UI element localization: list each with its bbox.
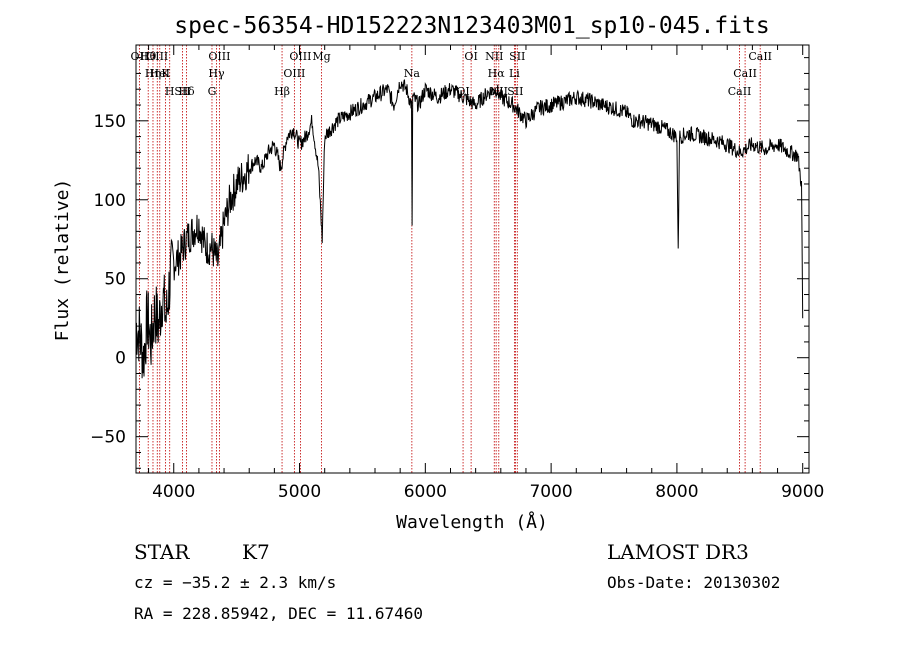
x-tick-label: 6000 bbox=[404, 482, 447, 502]
object-class: STAR bbox=[134, 540, 190, 564]
spectral-line-label: H bbox=[165, 85, 175, 98]
spectral-line-label: OIII bbox=[146, 50, 168, 63]
ra-dec-coordinates: RA = 228.85942, DEC = 11.67460 bbox=[134, 604, 423, 623]
y-tick-label: 100 bbox=[94, 191, 126, 211]
y-axis-label: Flux (relative) bbox=[52, 179, 73, 342]
y-tick-label: 50 bbox=[104, 270, 126, 290]
x-tick-label: 8000 bbox=[655, 482, 698, 502]
x-tick-label: 7000 bbox=[529, 482, 572, 502]
spectral-line-label: OIII bbox=[208, 50, 230, 63]
x-tick-label: 5000 bbox=[278, 482, 321, 502]
x-tick-label: 4000 bbox=[152, 482, 195, 502]
spectral-line-label: CaII bbox=[733, 67, 757, 80]
spectrum-flux-line bbox=[135, 79, 804, 379]
spectral-line-label: Hα bbox=[488, 67, 506, 80]
spectral-line-label: Li bbox=[509, 67, 520, 80]
spectral-line-label: HeI bbox=[150, 67, 170, 80]
observation-date: Obs-Date: 20130302 bbox=[607, 573, 780, 592]
spectral-line-label: Hθ bbox=[140, 50, 157, 63]
survey-name: LAMOST DR3 bbox=[607, 540, 749, 564]
spectral-lines-group bbox=[138, 45, 761, 473]
y-tick-label: 150 bbox=[94, 112, 126, 132]
spectral-line-label: OI bbox=[464, 50, 477, 63]
y-axis-ticks: −50 0 50 100 150 bbox=[90, 57, 809, 469]
spectral-line-label: Hη bbox=[145, 67, 161, 80]
x-tick-label: 9000 bbox=[781, 482, 824, 502]
x-axis-ticks: 4000 5000 6000 7000 8000 9000 bbox=[148, 45, 824, 502]
spectral-line-label: NII bbox=[485, 50, 503, 63]
spectral-line-label: CaII bbox=[728, 85, 752, 98]
spectrum-series-group bbox=[135, 79, 804, 379]
object-subclass: K7 bbox=[242, 540, 270, 564]
x-axis-label: Wavelength (Å) bbox=[396, 511, 548, 533]
spectral-line-label: CaII bbox=[748, 50, 772, 63]
spectral-line-label: OIII bbox=[289, 50, 311, 63]
spectral-line-label: OIII bbox=[283, 67, 305, 80]
spectral-line-label: Hγ bbox=[208, 67, 225, 80]
y-tick-label: 0 bbox=[115, 349, 126, 369]
redshift-cz: cz = −35.2 ± 2.3 km/s bbox=[134, 573, 336, 592]
spectral-line-label: Hβ bbox=[274, 85, 290, 98]
chart-title: spec-56354-HD152223N123403M01_sp10-045.f… bbox=[174, 13, 769, 39]
spectral-line-label: Hδ bbox=[178, 85, 195, 98]
spectral-line-label: Mg bbox=[312, 50, 330, 63]
spectral-line-label: SII bbox=[174, 85, 190, 98]
spectral-line-label: SII bbox=[509, 50, 525, 63]
spectral-line-label: G bbox=[208, 85, 217, 98]
spectral-line-label: K bbox=[161, 67, 170, 80]
spectral-line-label: Na bbox=[404, 67, 421, 80]
spectral-line-label: SII bbox=[507, 85, 523, 98]
spectral-line-label: OII bbox=[131, 50, 149, 63]
plot-frame bbox=[135, 44, 810, 474]
y-tick-label: −50 bbox=[90, 428, 126, 448]
